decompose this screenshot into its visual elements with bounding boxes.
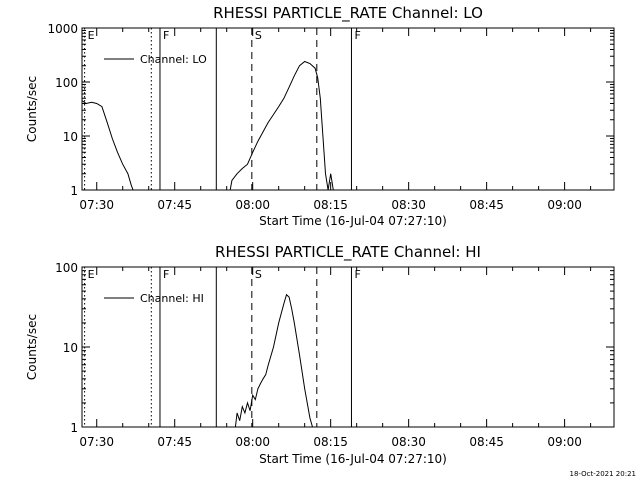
chart-0-xtick-label: 08:30 (391, 198, 426, 212)
chart-1-flag-label: F (354, 268, 360, 281)
chart-1-title: RHESSI PARTICLE_RATE Channel: HI (215, 243, 481, 262)
chart-0-ylabel: Counts/sec (25, 76, 39, 142)
chart-1-ylabel: Counts/sec (25, 314, 39, 380)
chart-1-series-line (234, 293, 313, 427)
chart-1-xtick-label: 09:00 (547, 435, 582, 449)
chart-0-flag-label: F (163, 29, 169, 42)
chart-0-ytick-label: 10 (63, 130, 78, 144)
chart-1-xtick-label: 08:15 (313, 435, 348, 449)
chart-0-xlabel: Start Time (16-Jul-04 07:27:10) (259, 214, 447, 228)
chart-0-legend-label: Channel: LO (140, 53, 207, 66)
chart-0-series-line (82, 60, 334, 190)
chart-1-axes-box (81, 266, 615, 428)
chart-0-ytick-label: 1 (70, 184, 78, 198)
chart-0-ytick-label: 1000 (47, 22, 78, 36)
chart-1-xtick-label: 07:30 (79, 435, 114, 449)
chart-0-flag-label: E (88, 29, 95, 42)
chart-0-xtick-label: 07:45 (157, 198, 192, 212)
chart-0-flag-label: F (354, 29, 360, 42)
chart-0-xtick-label: 07:30 (79, 198, 114, 212)
chart-0-title: RHESSI PARTICLE_RATE Channel: LO (213, 4, 483, 23)
chart-0-xtick-label: 08:45 (469, 198, 504, 212)
chart-1-legend-label: Channel: HI (140, 292, 204, 305)
chart-0-xtick-label: 09:00 (547, 198, 582, 212)
chart-1-xtick-label: 08:45 (469, 435, 504, 449)
footer-timestamp: 18-Oct-2021 20:21 (570, 470, 636, 478)
chart-1-xtick-label: 08:30 (391, 435, 426, 449)
chart-0-flag-label: S (255, 29, 262, 42)
chart-0-xtick-label: 08:00 (235, 198, 270, 212)
chart-0-ytick-label: 100 (55, 76, 78, 90)
chart-0-xtick-label: 08:15 (313, 198, 348, 212)
chart-1-flag-label: S (255, 268, 262, 281)
chart-0-axes-box (81, 27, 615, 191)
chart-1-flag-label: E (88, 268, 95, 281)
chart-1-ytick-label: 1 (70, 421, 78, 435)
chart-1-flag-label: F (163, 268, 169, 281)
chart-1-ytick-label: 100 (55, 261, 78, 275)
chart-1-xtick-label: 07:45 (157, 435, 192, 449)
chart-1-ytick-label: 10 (63, 341, 78, 355)
chart-1-xlabel: Start Time (16-Jul-04 07:27:10) (259, 452, 447, 466)
chart-1-xtick-label: 08:00 (235, 435, 270, 449)
